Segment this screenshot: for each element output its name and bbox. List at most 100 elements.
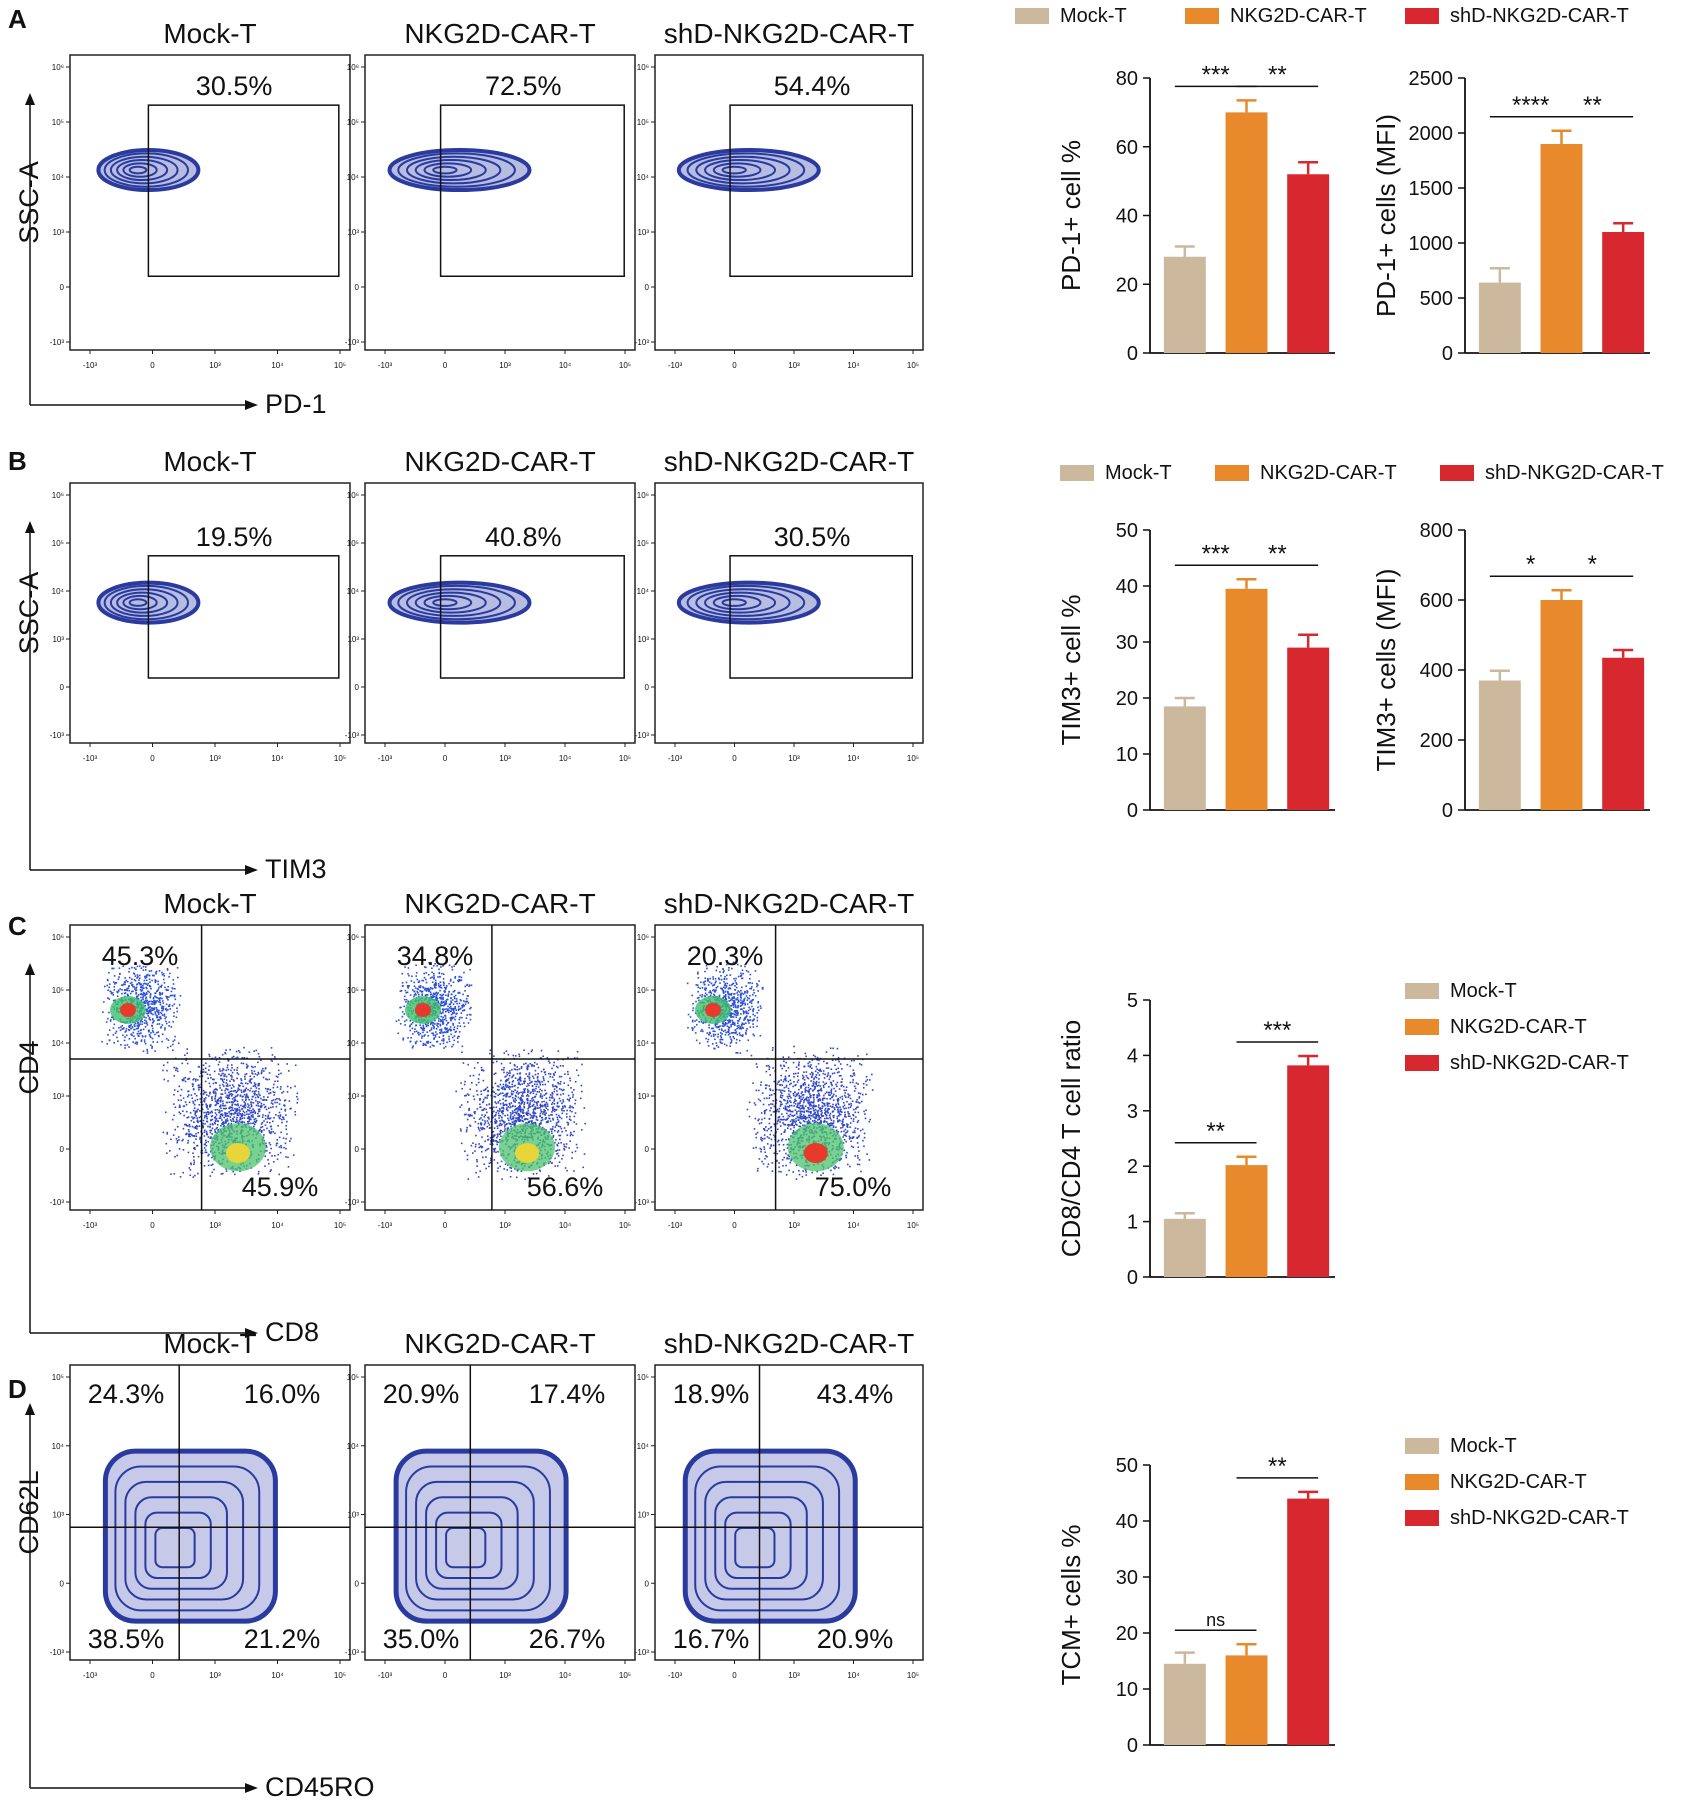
event-dot bbox=[442, 1039, 445, 1042]
event-dot bbox=[173, 1066, 176, 1069]
event-dot bbox=[501, 1088, 504, 1090]
event-dot bbox=[275, 1075, 278, 1078]
event-dot bbox=[262, 1114, 264, 1116]
event-dot bbox=[754, 970, 757, 972]
event-dot bbox=[519, 1107, 522, 1109]
event-dot bbox=[744, 992, 746, 994]
event-dot bbox=[483, 1127, 486, 1130]
event-dot bbox=[521, 1083, 524, 1085]
event-dot bbox=[244, 1082, 247, 1084]
event-dot bbox=[162, 1069, 164, 1072]
event-dot bbox=[511, 1080, 514, 1083]
event-dot bbox=[414, 1028, 416, 1030]
event-dot bbox=[424, 987, 427, 990]
event-dot bbox=[541, 1119, 544, 1121]
event-dot bbox=[458, 978, 460, 981]
event-dot bbox=[211, 1111, 214, 1114]
event-dot bbox=[195, 1125, 198, 1127]
event-dot bbox=[540, 1105, 542, 1108]
event-dot bbox=[220, 1096, 223, 1099]
event-dot bbox=[130, 1027, 132, 1030]
event-dot bbox=[499, 1099, 501, 1102]
event-dot bbox=[148, 1033, 151, 1036]
event-dot bbox=[469, 1075, 472, 1077]
event-dot bbox=[135, 1041, 138, 1044]
event-dot bbox=[705, 1037, 707, 1040]
event-dot bbox=[448, 1035, 450, 1038]
event-dot bbox=[417, 991, 419, 994]
event-dot bbox=[126, 987, 128, 990]
event-dot bbox=[154, 981, 157, 984]
event-dot bbox=[477, 1128, 480, 1130]
event-dot bbox=[514, 1077, 517, 1080]
contour-ring bbox=[103, 584, 189, 621]
event-dot bbox=[691, 1019, 694, 1022]
event-dot bbox=[182, 1097, 185, 1099]
event-dot bbox=[565, 1143, 568, 1145]
event-dot bbox=[173, 1003, 176, 1006]
event-dot bbox=[517, 1114, 520, 1116]
event-dot bbox=[582, 1166, 584, 1169]
event-dot bbox=[474, 1111, 476, 1113]
event-dot bbox=[194, 1148, 196, 1151]
event-dot bbox=[155, 1031, 158, 1034]
event-dot bbox=[239, 1084, 241, 1087]
event-dot bbox=[558, 1149, 561, 1151]
event-dot bbox=[232, 1113, 235, 1115]
event-dot bbox=[219, 1110, 221, 1112]
event-dot bbox=[428, 1029, 431, 1032]
event-dot bbox=[442, 964, 445, 966]
event-dot bbox=[411, 1046, 414, 1049]
event-dot bbox=[414, 1042, 417, 1045]
event-dot bbox=[441, 1004, 444, 1007]
event-dot bbox=[191, 1125, 194, 1128]
event-dot bbox=[551, 1095, 554, 1097]
event-dot bbox=[563, 1143, 565, 1146]
event-dot bbox=[699, 994, 702, 997]
event-dot bbox=[732, 1004, 735, 1006]
event-dot bbox=[173, 1114, 175, 1117]
event-dot bbox=[433, 1037, 435, 1039]
event-dot bbox=[504, 1103, 507, 1106]
event-dot bbox=[131, 984, 133, 986]
event-dot bbox=[260, 1126, 262, 1129]
event-dot bbox=[738, 1027, 741, 1030]
event-dot bbox=[536, 1077, 539, 1079]
event-dot bbox=[517, 1112, 520, 1115]
flow-x-axis-label: TIM3 bbox=[265, 854, 327, 884]
event-dot bbox=[176, 1125, 179, 1128]
event-dot bbox=[257, 1102, 259, 1105]
event-dot bbox=[517, 1081, 520, 1084]
event-dot bbox=[431, 981, 434, 984]
event-dot bbox=[449, 1029, 452, 1032]
event-dot bbox=[525, 1062, 527, 1065]
event-dot bbox=[108, 983, 111, 985]
event-dot bbox=[449, 1017, 452, 1019]
event-dot bbox=[523, 1063, 525, 1065]
event-dot bbox=[567, 1056, 569, 1059]
y-tick-label: -10³ bbox=[635, 731, 650, 740]
event-dot bbox=[263, 1098, 265, 1101]
event-dot bbox=[452, 1024, 455, 1026]
event-dot bbox=[223, 1122, 226, 1125]
event-dot bbox=[442, 1022, 445, 1025]
event-dot bbox=[257, 1082, 260, 1085]
event-dot bbox=[523, 1088, 525, 1091]
event-dot bbox=[188, 1101, 191, 1104]
event-dot bbox=[451, 966, 453, 968]
event-dot bbox=[272, 1103, 274, 1105]
event-dot bbox=[514, 1055, 517, 1057]
event-dot bbox=[223, 1078, 225, 1081]
event-dot bbox=[270, 1131, 272, 1133]
event-dot bbox=[735, 983, 738, 986]
event-dot bbox=[145, 996, 148, 999]
event-dot bbox=[507, 1086, 510, 1089]
event-dot bbox=[708, 1031, 711, 1034]
event-dot bbox=[143, 1041, 146, 1043]
event-dot bbox=[415, 994, 417, 996]
event-dot bbox=[151, 1018, 154, 1021]
event-dot bbox=[493, 1110, 495, 1113]
event-dot bbox=[531, 1098, 533, 1100]
event-dot bbox=[722, 971, 725, 974]
event-dot bbox=[219, 1084, 221, 1087]
